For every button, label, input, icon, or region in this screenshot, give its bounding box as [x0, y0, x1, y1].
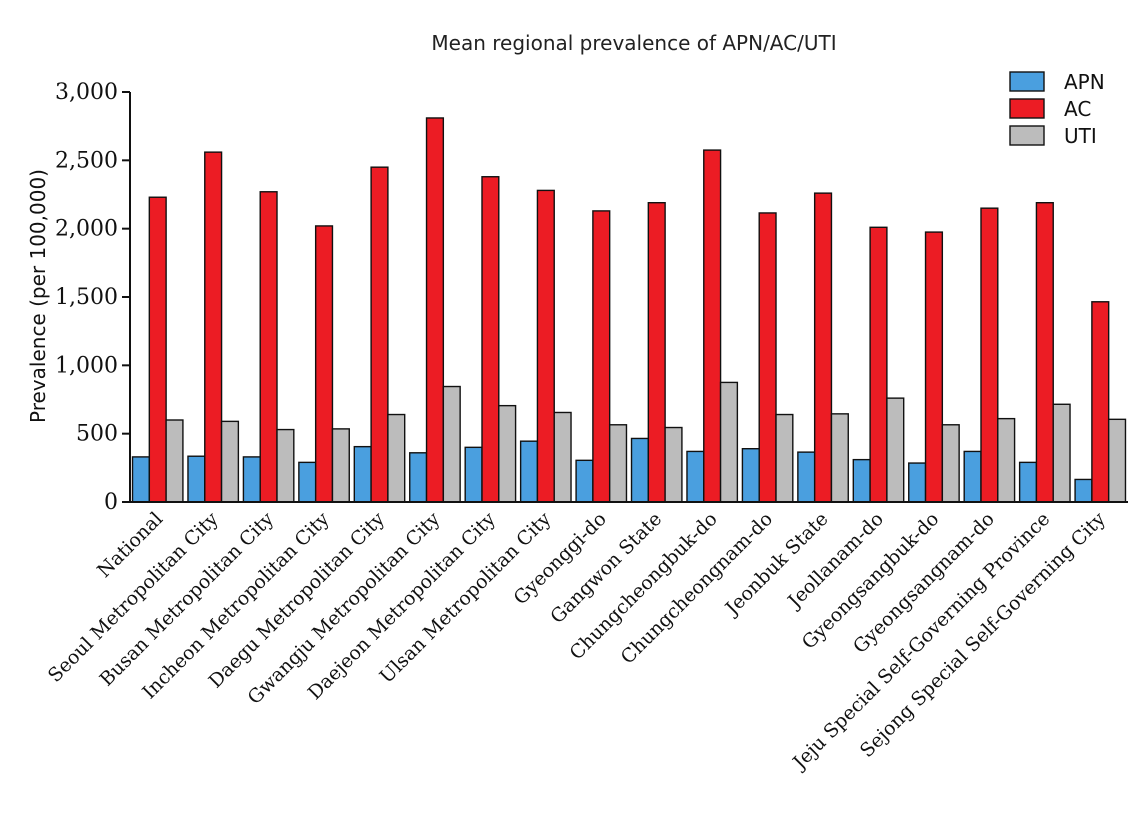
y-axis-label: Prevalence (per 100,000): [26, 169, 50, 423]
legend-swatch-apn: [1009, 71, 1045, 92]
bar-uti: [553, 411, 572, 503]
bar-ac: [314, 225, 334, 503]
bar-ac: [425, 117, 445, 503]
bar-uti: [886, 397, 905, 503]
bar-apn: [353, 445, 372, 503]
bar-uti: [1107, 418, 1127, 503]
bar-apn: [298, 461, 317, 503]
bar-apn: [741, 448, 760, 503]
bar-uti: [719, 381, 739, 503]
y-tick-label: 0: [104, 490, 118, 515]
bar-ac: [924, 231, 944, 503]
bar-uti: [498, 404, 517, 503]
bar-ac: [980, 207, 999, 503]
bar-uti: [442, 385, 461, 503]
bar-uti: [276, 428, 295, 503]
bar-ac: [647, 201, 666, 503]
y-tick-label: 3,000: [55, 80, 118, 105]
bar-apn: [242, 456, 261, 503]
bar-ac: [481, 176, 500, 503]
bar-ac: [592, 210, 611, 503]
bar-ac: [259, 191, 278, 503]
bar-uti: [220, 420, 240, 503]
bar-uti: [775, 413, 794, 503]
bar-ac: [370, 166, 389, 503]
bar-apn: [1018, 461, 1038, 503]
y-tick-label: 1,000: [55, 353, 118, 378]
bar-uti: [165, 419, 184, 503]
bar-ac: [703, 149, 722, 503]
bar-apn: [187, 455, 206, 503]
bar-uti: [830, 413, 849, 503]
bar-ac: [1035, 201, 1054, 503]
bar-uti: [997, 417, 1016, 503]
bar-uti: [331, 428, 350, 503]
bar-uti: [1052, 403, 1071, 503]
bar-apn: [630, 437, 650, 503]
bar-apn: [519, 440, 539, 503]
bar-apn: [464, 446, 483, 503]
legend-label-apn: APN: [1064, 70, 1105, 94]
bar-ac: [204, 151, 223, 503]
bar-apn: [575, 459, 594, 503]
y-tick-label: 1,500: [55, 285, 118, 310]
bar-ac: [536, 189, 555, 503]
bar-uti: [664, 426, 683, 503]
bar-apn: [1074, 478, 1093, 503]
bar-apn: [852, 458, 871, 503]
bar-uti: [941, 424, 960, 503]
bar-ac: [758, 212, 777, 503]
bar-ac: [813, 192, 833, 503]
chart-title: Mean regional prevalence of APN/AC/UTI: [431, 31, 836, 55]
plot-area: 05001,0001,5002,0002,5003,000NationalSeo…: [44, 80, 1128, 775]
bar-ac: [1091, 301, 1110, 503]
bar-apn: [963, 450, 982, 503]
legend: APN AC UTI: [1009, 70, 1105, 148]
y-tick-label: 2,000: [55, 217, 118, 242]
bar-ac: [148, 196, 167, 503]
legend-swatch-ac: [1009, 98, 1045, 119]
bar-ac: [869, 226, 888, 503]
bar-apn: [686, 450, 705, 503]
bar-apn: [797, 451, 816, 503]
bar-apn: [409, 452, 428, 503]
legend-swatch-uti: [1009, 125, 1045, 146]
x-tick-label: Jeollanam-do: [782, 508, 888, 614]
bar-uti: [387, 413, 406, 503]
x-tick-label: Jeju Special Self-Governing Province: [787, 508, 1054, 775]
bar-apn: [908, 462, 927, 503]
y-tick-label: 500: [76, 422, 118, 447]
bar-uti: [608, 424, 628, 503]
legend-label-uti: UTI: [1064, 124, 1097, 148]
y-tick-label: 2,500: [55, 148, 118, 173]
legend-label-ac: AC: [1064, 97, 1091, 121]
bar-apn: [131, 456, 151, 503]
